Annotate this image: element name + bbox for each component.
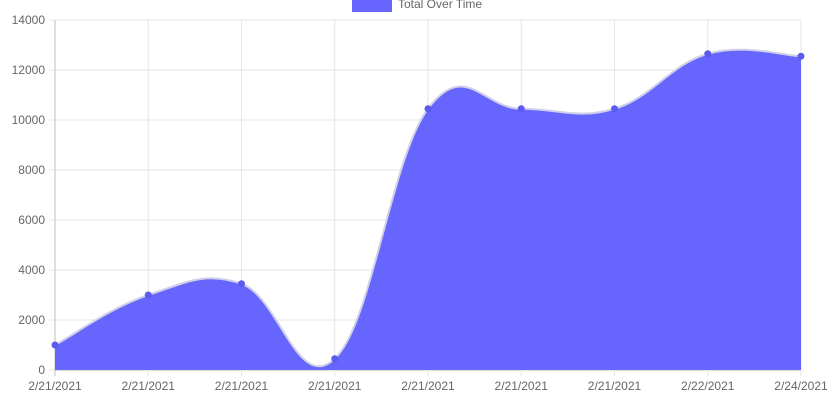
data-point[interactable]	[51, 341, 59, 349]
y-tick-label: 2000	[18, 313, 45, 327]
legend-label[interactable]: Total Over Time	[398, 0, 482, 11]
data-point[interactable]	[611, 105, 618, 113]
x-tick-label: 2/22/2021	[681, 379, 735, 393]
area-series	[54, 48, 802, 370]
data-point[interactable]	[144, 291, 152, 299]
x-tick-label: 2/21/2021	[495, 379, 549, 393]
x-tick-label: 2/21/2021	[28, 379, 82, 393]
x-tick-label: 2/21/2021	[401, 379, 455, 393]
x-tick-label: 2/24/2021	[774, 379, 828, 393]
data-point[interactable]	[797, 52, 805, 60]
y-tick-label: 6000	[18, 213, 45, 227]
x-tick-label: 2/21/2021	[215, 379, 269, 393]
data-point[interactable]	[704, 50, 712, 58]
legend-swatch[interactable]	[352, 0, 392, 12]
legend[interactable]: Total Over Time	[352, 0, 482, 12]
data-point[interactable]	[238, 280, 245, 288]
axes: 0 2000 4000 6000 8000 10000 12000 14000 2/21/202…	[12, 13, 828, 393]
x-tick-label: 2/21/2021	[122, 379, 176, 393]
y-tick-label: 8000	[18, 163, 45, 177]
data-points	[51, 50, 805, 363]
y-tick-label: 4000	[18, 263, 45, 277]
data-point[interactable]	[517, 105, 525, 113]
y-tick-label: 10000	[12, 113, 46, 127]
x-tick-label: 2/21/2021	[588, 379, 642, 393]
y-tick-label: 12000	[12, 63, 46, 77]
x-tick-label: 2/21/2021	[308, 379, 362, 393]
data-point[interactable]	[331, 355, 339, 363]
y-tick-label: 14000	[12, 13, 46, 27]
area-fill	[55, 49, 801, 370]
series-line	[54, 48, 802, 368]
data-point[interactable]	[424, 105, 432, 113]
y-tick-label: 0	[38, 363, 45, 377]
